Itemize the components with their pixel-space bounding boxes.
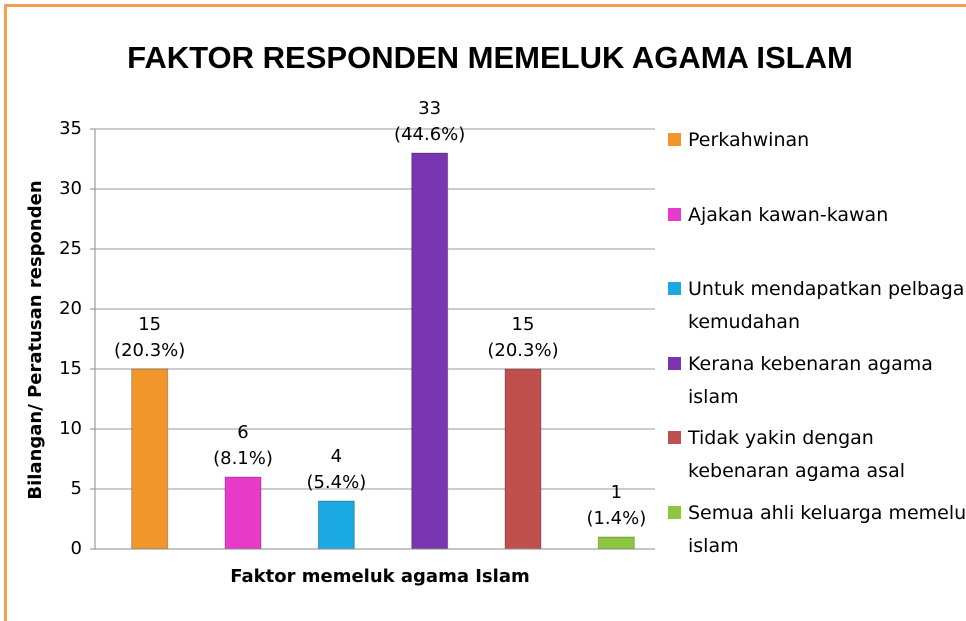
legend-entry: Semua ahli keluarga memeluk islam	[668, 497, 966, 563]
data-label: 33	[418, 98, 441, 119]
legend-swatch	[668, 505, 681, 519]
bar	[504, 368, 542, 550]
legend-label: Semua ahli keluarga memeluk islam	[688, 501, 966, 557]
data-label: 1	[611, 482, 622, 503]
percent-label: (8.1%)	[213, 448, 273, 469]
bar	[131, 368, 169, 550]
y-tick-label: 20	[59, 298, 82, 319]
percent-label: (5.4%)	[306, 472, 366, 493]
legend-label: Tidak yakin dengan kebenaran agama asal	[688, 427, 905, 482]
percent-label: (1.4%)	[586, 508, 646, 529]
legend-label: Perkahwinan	[688, 129, 810, 151]
legend-label: Kerana kebenaran agama islam	[688, 352, 933, 408]
chart-title: FAKTOR RESPONDEN MEMELUK AGAMA ISLAM	[127, 40, 853, 75]
y-tick-label: 10	[59, 418, 82, 439]
y-tick-label: 35	[59, 118, 82, 139]
percent-label: (20.3%)	[114, 340, 185, 361]
data-label: 4	[331, 446, 342, 467]
legend-label: Ajakan kawan-kawan	[688, 203, 889, 226]
legend-entry: Kerana kebenaran agama islam	[668, 348, 966, 414]
frame	[4, 4, 966, 621]
y-tick-label: 25	[59, 238, 82, 259]
legend-entry: Ajakan kawan-kawan	[668, 199, 966, 232]
y-tick-label: 0	[71, 538, 82, 559]
legend-label: Untuk mendapatkan pelbagai kemudahan	[688, 278, 966, 333]
data-label: 15	[512, 314, 535, 335]
legend-swatch	[668, 207, 681, 221]
bar	[597, 536, 635, 550]
x-axis-label: Faktor memeluk agama Islam	[230, 566, 529, 587]
bar	[411, 152, 449, 550]
data-label: 6	[237, 422, 248, 443]
percent-label: (20.3%)	[487, 340, 558, 361]
data-label: 15	[138, 314, 161, 335]
percent-label: (44.6%)	[394, 124, 465, 145]
bar	[317, 500, 355, 550]
legend-swatch	[668, 282, 681, 295]
legend-entry: Untuk mendapatkan pelbagai kemudahan	[668, 273, 966, 339]
legend-swatch	[668, 133, 681, 146]
legend-swatch	[668, 431, 681, 444]
y-tick-label: 30	[59, 178, 82, 199]
legend-entry: Tidak yakin dengan kebenaran agama asal	[668, 422, 966, 488]
y-tick-label: 15	[59, 358, 82, 379]
bar	[224, 476, 262, 550]
y-tick-label: 5	[71, 478, 82, 499]
y-axis-label: Bilangan/ Peratusan responden	[25, 180, 46, 499]
legend-swatch	[668, 356, 681, 370]
legend-entry: Perkahwinan	[668, 124, 966, 157]
